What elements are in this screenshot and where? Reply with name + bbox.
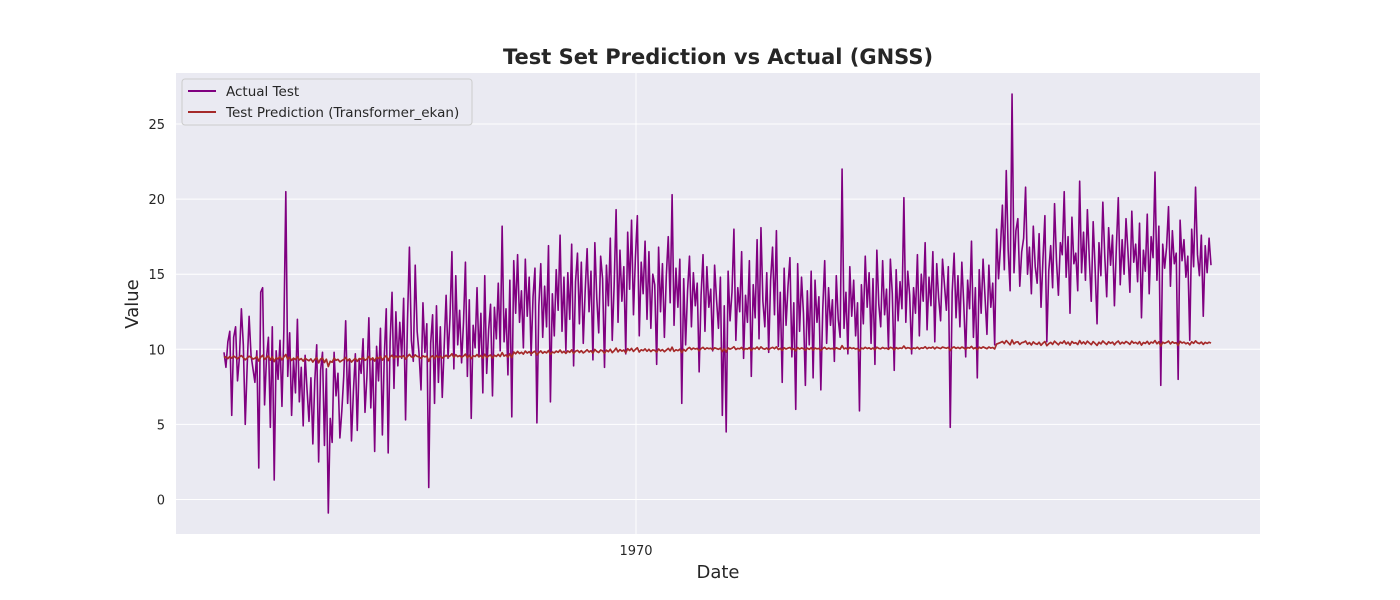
legend-box [181, 78, 473, 126]
y-tick-label: 0 [157, 493, 165, 508]
y-tick-label: 10 [148, 343, 165, 358]
y-tick-label: 25 [148, 118, 165, 133]
x-tick-labels: 1970 [619, 544, 652, 559]
x-axis-label: Date [696, 562, 739, 583]
chart-title: Test Set Prediction vs Actual (GNSS) [503, 45, 933, 69]
y-tick-labels: 0 5 10 15 20 25 [148, 118, 165, 508]
x-tick-label: 1970 [619, 544, 652, 559]
y-axis-label: Value [122, 279, 143, 328]
series-line-prediction [223, 339, 1212, 368]
legend: Actual Test Test Prediction (Transformer… [181, 78, 473, 126]
y-tick-label: 20 [148, 193, 165, 208]
plot-area [176, 73, 1260, 534]
y-tick-label: 15 [148, 268, 165, 283]
series-layer [223, 93, 1212, 514]
series-line-actual [223, 93, 1212, 514]
y-tick-label: 5 [157, 418, 165, 433]
legend-label-prediction: Test Prediction (Transformer_ekan) [225, 105, 459, 121]
legend-label-actual: Actual Test [226, 84, 299, 100]
